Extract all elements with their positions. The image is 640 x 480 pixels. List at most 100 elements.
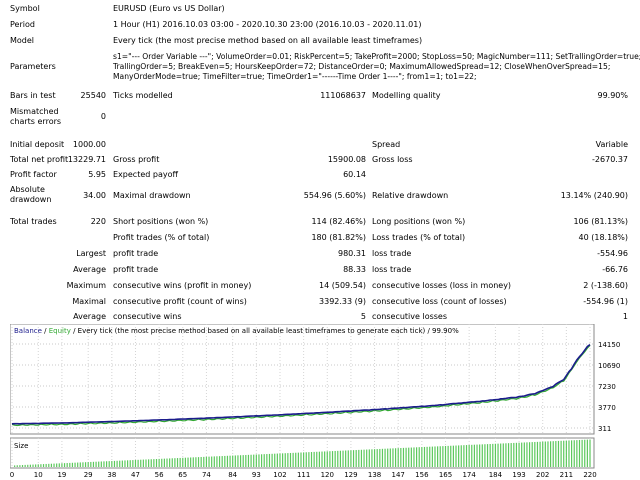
size-bar [350,450,352,467]
size-bar [500,443,502,467]
size-bar [300,452,302,467]
size-bar [371,449,373,467]
size-bar [586,439,588,467]
size-bar [400,448,402,467]
size-bar [21,465,24,467]
size-bar [368,449,370,467]
x-tick-label: 47 [131,471,140,479]
loss-trades-label: Loss trades (% of total) [372,233,466,242]
size-bar [486,444,489,467]
x-tick-label: 65 [178,471,187,479]
size-bar [394,448,397,467]
size-bar [518,442,520,467]
x-tick-label: 84 [228,471,237,479]
size-bar [79,462,81,467]
size-bar [366,449,368,467]
size-bar [502,443,504,467]
size-bar [345,450,347,467]
y-tick-labels: 14150 10690 7230 3770 311 [598,341,620,433]
size-bar [479,444,481,467]
size-bar [547,441,549,467]
expected-payoff-value: 60.14 [343,170,366,179]
size-bar [421,447,423,467]
average-consecutive-wins-label: consecutive wins [113,312,182,321]
size-bar [389,448,391,467]
size-bar [218,456,221,467]
size-bar [161,458,163,467]
size-bar [376,449,378,467]
size-bar [515,442,518,467]
size-bar [326,451,328,467]
size-bar [360,449,363,467]
x-tick-label: 56 [155,471,164,479]
report-table: Symbol EURUSD (Euro vs US Dollar) Period… [10,4,640,321]
model-value: Every tick (the most precise method base… [113,36,423,45]
size-bar [560,440,562,467]
size-bar [513,442,515,467]
size-bar [463,445,465,467]
max-consecutive-losses-label: consecutive losses (loss in money) [372,281,512,290]
balance-line [11,343,591,425]
size-bar [190,457,192,467]
size-bar [305,452,307,467]
size-bar [103,461,105,467]
y-tick-label: 14150 [598,341,620,349]
x-tick-label: 38 [107,471,116,479]
size-bar [232,455,234,467]
size-bar [27,464,29,467]
size-bar [442,446,444,467]
parameters-label: Parameters [10,62,56,71]
total-trades-value: 220 [90,217,106,226]
size-bar [37,464,39,467]
size-bar [179,457,181,467]
size-bar [32,464,34,467]
parameters-line-1: s1="--- Order Variable ---"; VolumeOrder… [113,52,640,61]
size-bar [71,462,74,467]
x-tick-label: 174 [462,471,476,479]
size-bar [347,450,349,467]
size-bar [45,463,47,467]
size-bar [555,441,557,467]
size-bar [544,441,546,467]
maximal-consecutive-loss-label: consecutive loss (count of losses) [372,297,507,306]
size-bar [84,462,87,467]
size-bar [334,450,336,467]
largest-label: Largest [76,249,106,258]
x-tick-label: 10 [34,471,43,479]
profit-factor-value: 5.95 [88,170,106,179]
size-bar [339,450,342,467]
size-bar [245,454,247,467]
size-bar [158,458,160,467]
size-bar [48,463,50,467]
size-bar [528,442,531,467]
size-bar [318,451,320,467]
max-consecutive-losses-value: 2 (-138.60) [583,281,628,290]
x-tick-label: 220 [583,471,596,479]
maximum-label: Maximum [66,281,106,290]
chart-svg: 14150 10690 7230 3770 311 0 10 19 29 38 47 56 65 74 8… [10,324,620,479]
size-bar [536,441,539,467]
average-consecutive-label: Average [73,312,106,321]
size-bar [284,453,286,467]
size-bar [531,442,533,467]
size-bar [260,454,263,467]
short-positions-label: Short positions (won %) [113,217,209,226]
size-bar [40,464,42,467]
y-tick-label: 3770 [598,404,616,412]
x-tick-label: 0 [10,471,14,479]
largest-profit-value: 980.31 [338,249,366,258]
size-bar [61,463,63,467]
size-bars [14,439,591,467]
size-bar [166,458,168,467]
size-bar [129,460,131,467]
gross-profit-label: Gross profit [113,155,160,164]
x-tick-label: 156 [415,471,429,479]
size-bar [492,443,494,467]
total-trades-label: Total trades [10,217,57,226]
legend-separator: / [41,327,49,335]
net-profit-label: Total net profit [10,155,69,164]
size-bar [56,463,58,467]
gross-loss-value: -2670.37 [592,155,628,164]
size-bar [90,461,92,467]
size-bar [581,439,583,467]
